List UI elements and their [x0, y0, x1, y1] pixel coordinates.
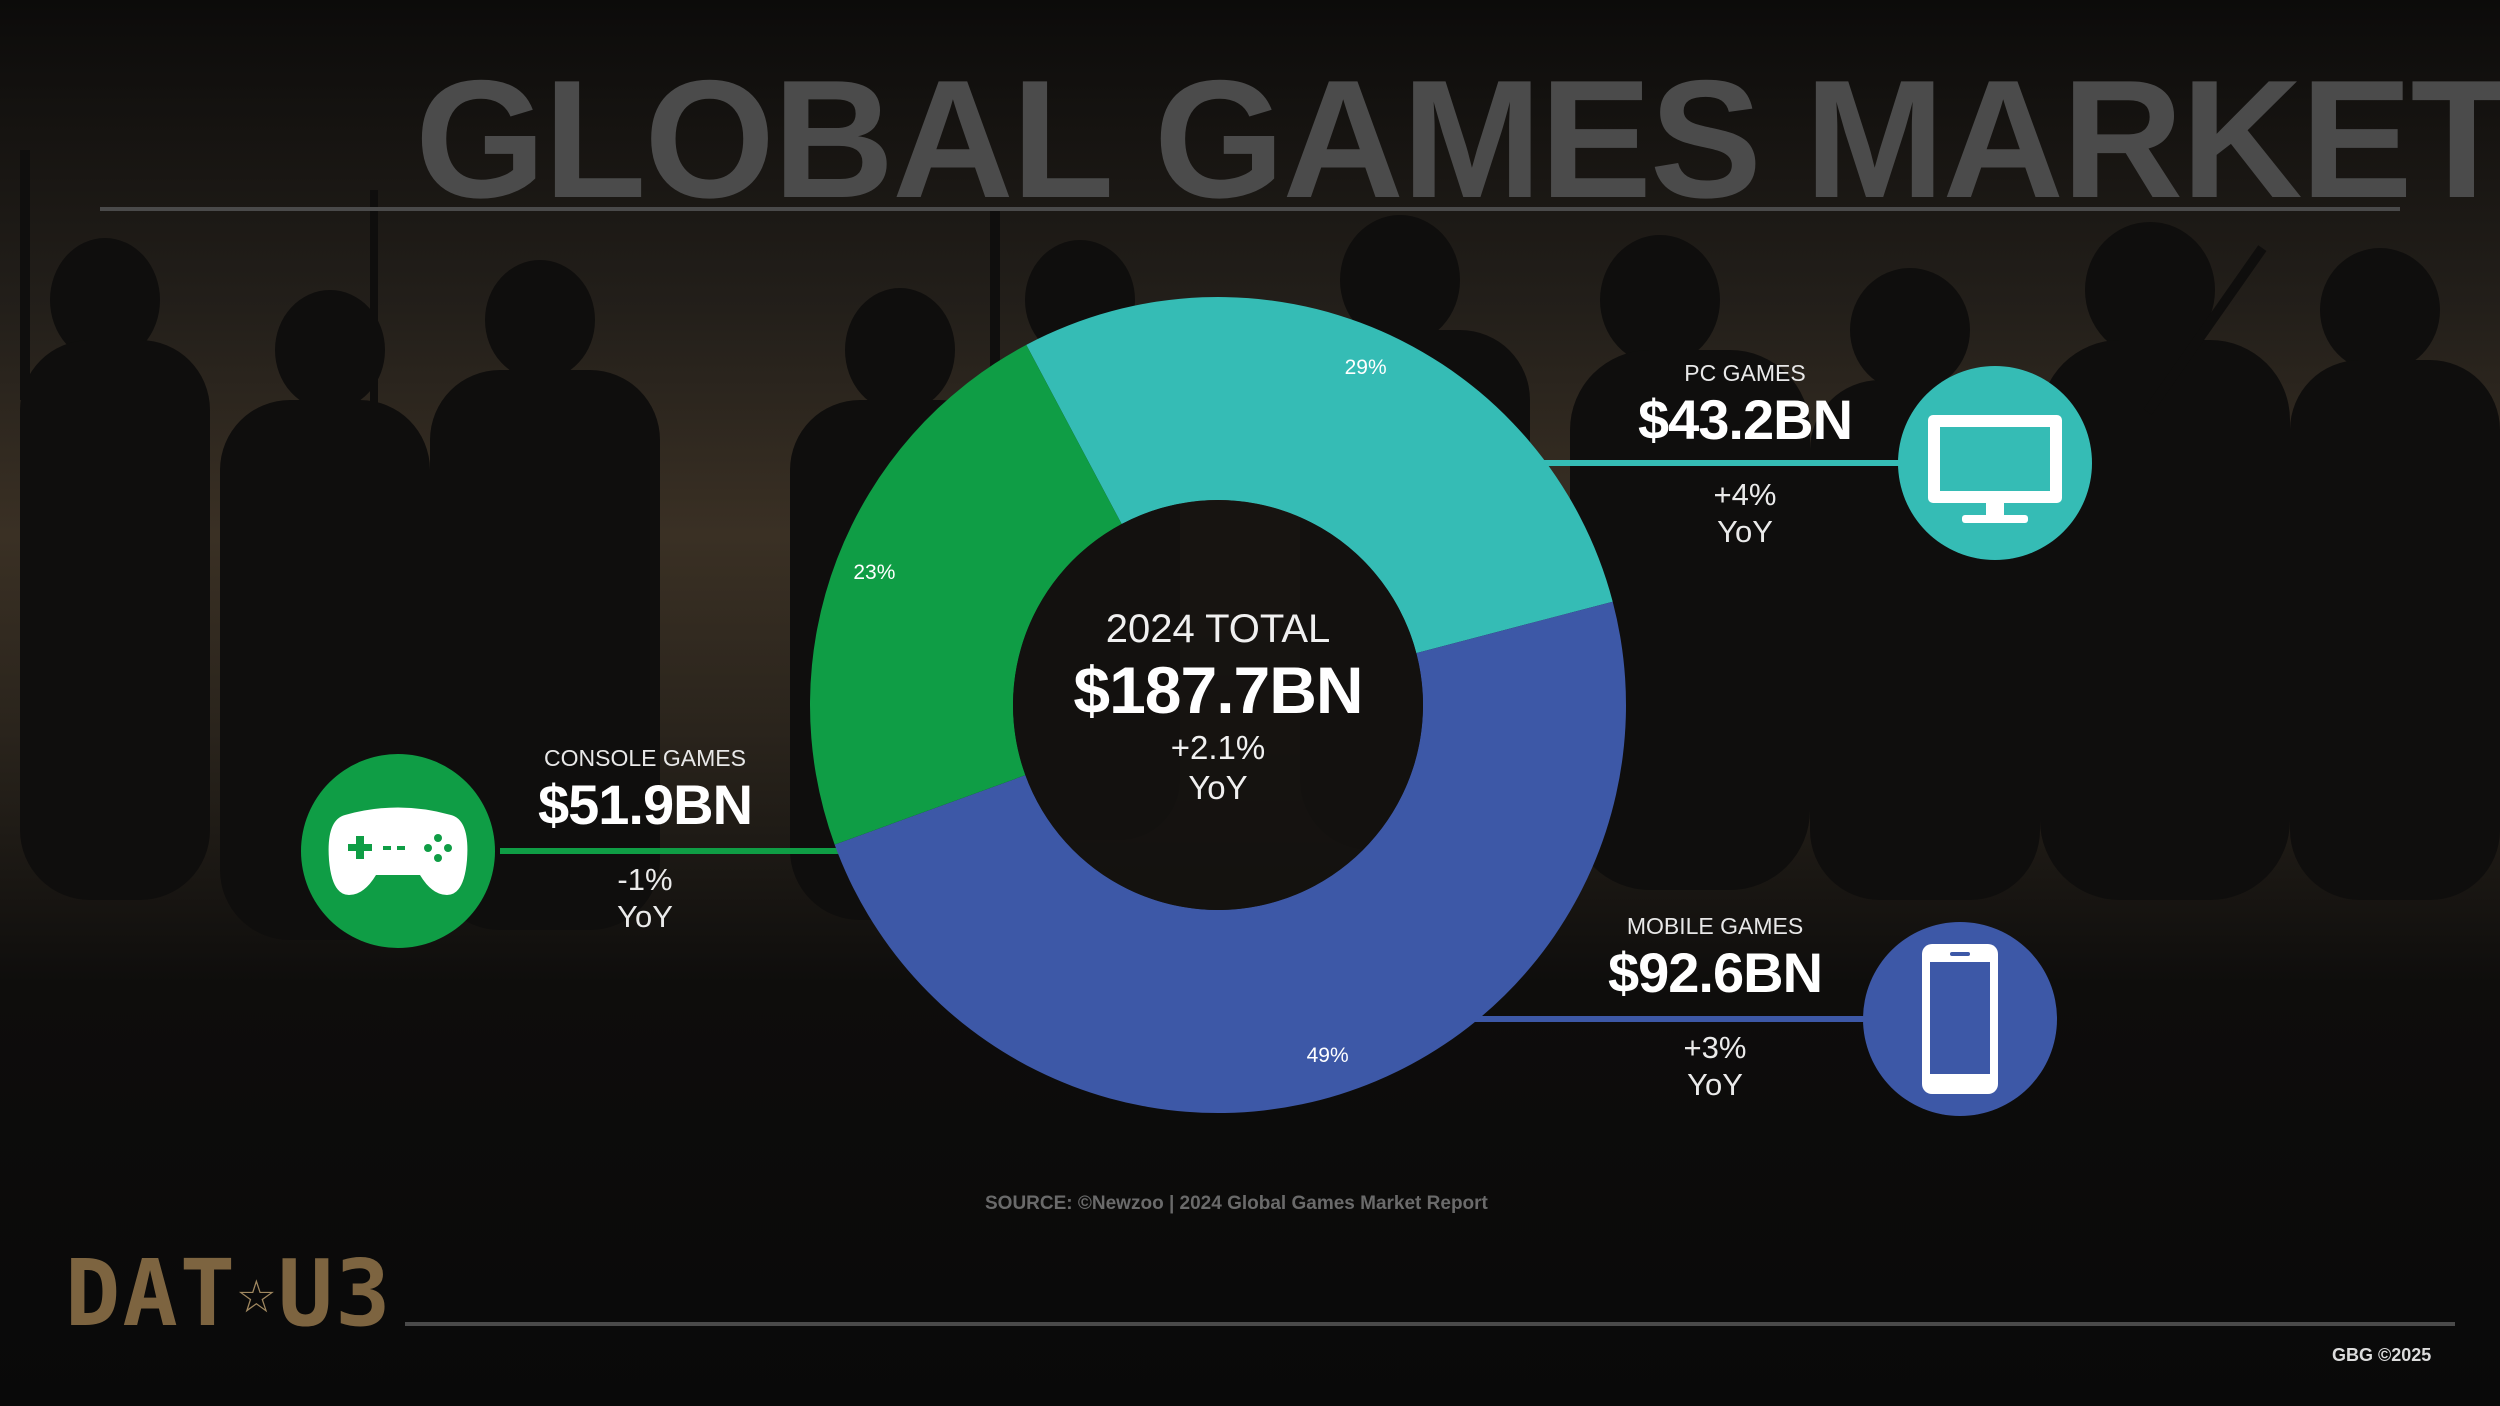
console-games-change: -1% [617, 862, 673, 897]
logo-text-left: DAT [65, 1240, 238, 1347]
star-icon: ☆ [237, 1255, 278, 1329]
monitor-icon [1928, 415, 2062, 523]
pc-games-label-block: PC GAMES $43.2BN +4% YoY [1600, 360, 1890, 550]
mobile-games-amount: $92.6BN [1607, 941, 1823, 1004]
title-underline [100, 207, 2400, 211]
console-games-change-unit: YoY [617, 899, 673, 935]
smartphone-icon [1922, 944, 1998, 1094]
gamepad-icon [328, 807, 468, 895]
center-total-change: +2.1% [1170, 729, 1266, 766]
mobile-games-slice [834, 601, 1626, 1113]
center-total-label: 2024 TOTAL [1105, 607, 1331, 651]
mobile-games-category: MOBILE GAMES [1626, 913, 1804, 939]
center-total-change-unit: YoY [1188, 768, 1248, 806]
console-percent-label: 23% [853, 561, 896, 585]
pc-games-change: +4% [1713, 477, 1777, 512]
datu3-logo: DAT☆U3 [65, 1248, 392, 1340]
console-games-slice [810, 344, 1122, 845]
copyright: GBG ©2025 [2332, 1345, 2432, 1365]
footer-rule [405, 1322, 2455, 1326]
pc-games-category: PC GAMES [1684, 360, 1806, 386]
pc-percent-label: 29% [1344, 355, 1387, 379]
mobile-games-change: +3% [1683, 1030, 1747, 1065]
center-total-block: 2024 TOTAL $187.7BN +2.1% YoY [1018, 607, 1418, 807]
mobile-games-change-unit: YoY [1687, 1067, 1743, 1103]
mobile-games-label-block: MOBILE GAMES $92.6BN +3% YoY [1570, 913, 1860, 1103]
console-games-category: CONSOLE GAMES [544, 745, 746, 771]
console-games-amount: $51.9BN [537, 773, 753, 836]
center-total-amount: $187.7BN [1073, 653, 1363, 727]
pc-games-amount: $43.2BN [1637, 388, 1853, 451]
source-citation: SOURCE: ©Newzoo | 2024 Global Games Mark… [985, 1193, 1488, 1214]
console-games-label-block: CONSOLE GAMES $51.9BN -1% YoY [500, 745, 790, 935]
mobile-percent-label: 49% [1306, 1044, 1349, 1068]
pc-games-change-unit: YoY [1717, 514, 1773, 550]
page-title: GLOBAL GAMES MARKET [415, 45, 2500, 233]
donut-hole [1013, 500, 1423, 910]
logo-text-right: U3 [277, 1240, 393, 1347]
pc-games-slice [1026, 297, 1613, 654]
